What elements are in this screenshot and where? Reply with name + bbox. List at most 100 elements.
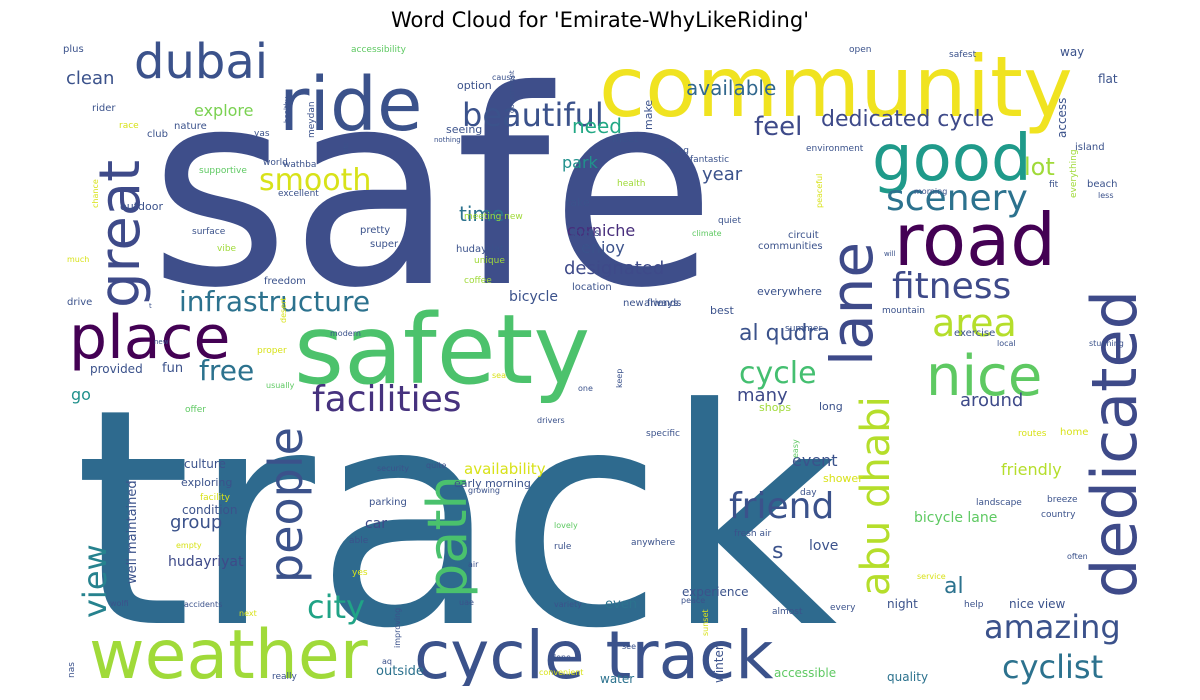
- word: go: [71, 385, 91, 404]
- word: world: [263, 158, 288, 168]
- word: always: [644, 298, 678, 309]
- word: circuit: [788, 230, 819, 241]
- word: cycle: [739, 356, 817, 391]
- word: available: [686, 76, 776, 100]
- word: long: [819, 400, 843, 413]
- word: specific: [646, 429, 680, 439]
- word: often: [1067, 552, 1088, 561]
- word: smooth: [259, 163, 371, 198]
- word: nice: [926, 344, 1042, 409]
- word: ride: [279, 62, 422, 148]
- word: everything: [1069, 149, 1079, 198]
- word: hudayriyat: [168, 554, 244, 570]
- word: city: [307, 588, 365, 626]
- word: routes: [1018, 429, 1047, 439]
- word: new friends: [623, 298, 681, 309]
- word: place: [69, 303, 230, 373]
- word: local: [997, 339, 1016, 348]
- word: love: [809, 538, 838, 554]
- word: need: [572, 114, 622, 138]
- word: unique: [474, 256, 505, 266]
- word: culture: [184, 457, 226, 471]
- word: empty: [176, 541, 202, 550]
- word: along: [664, 146, 689, 156]
- word: day: [800, 488, 817, 498]
- word: home: [1060, 427, 1088, 438]
- word: accessible: [774, 666, 836, 680]
- word: year: [702, 164, 743, 185]
- word: amazing: [984, 608, 1121, 646]
- word: breeze: [1047, 495, 1078, 505]
- word: healthy: [283, 97, 291, 123]
- word: usually: [266, 381, 295, 390]
- word: track: [74, 345, 837, 686]
- word: drive: [67, 297, 92, 308]
- word: road: [894, 198, 1056, 282]
- word: time: [459, 202, 504, 226]
- word: open: [849, 45, 871, 55]
- word: flat: [1098, 72, 1118, 86]
- word: keep: [615, 369, 624, 388]
- word: fresh air: [734, 529, 771, 539]
- word: everywhere: [757, 285, 822, 298]
- word: meet: [612, 134, 638, 145]
- word: convenient: [539, 668, 583, 677]
- word: peace: [681, 596, 705, 605]
- word: environment: [806, 144, 864, 154]
- word: race: [119, 121, 139, 131]
- word: shops: [759, 401, 791, 414]
- word: group: [170, 512, 222, 533]
- word: exercise: [954, 328, 995, 339]
- word: experience: [682, 585, 749, 599]
- word: people: [259, 427, 313, 583]
- chart-title: Word Cloud for 'Emirate-WhyLikeRiding': [391, 8, 809, 32]
- word: vibe: [217, 244, 237, 254]
- word: able: [349, 536, 369, 546]
- word: beach: [1087, 179, 1117, 190]
- word: health: [617, 179, 646, 189]
- word: quality: [887, 670, 928, 684]
- word: security: [377, 464, 409, 473]
- word: weather: [89, 616, 368, 686]
- word: corniche: [567, 221, 635, 240]
- word: modern: [330, 329, 361, 338]
- word: nice view: [1009, 597, 1066, 611]
- word: al qudra: [739, 321, 830, 346]
- word: meeting new: [464, 212, 523, 222]
- word: growing: [468, 486, 500, 495]
- word: mountain: [882, 306, 925, 316]
- word: bicycle: [509, 289, 558, 305]
- word: lovely: [554, 521, 578, 530]
- word: one: [578, 384, 593, 393]
- word: plus: [63, 44, 84, 55]
- word-cloud: safe track safety community ride road go…: [63, 38, 1146, 686]
- word: chance: [91, 179, 100, 208]
- word: view: [76, 544, 114, 618]
- word: wathba: [283, 160, 316, 170]
- word: etc: [342, 142, 350, 153]
- word: even: [605, 597, 637, 612]
- word: clean: [66, 68, 114, 89]
- word: cause: [492, 73, 516, 82]
- word: lane: [818, 242, 886, 366]
- word: fantastic: [690, 155, 729, 165]
- word: dedicated: [1078, 290, 1146, 598]
- word: designated: [564, 258, 664, 279]
- word: best: [710, 304, 734, 317]
- word: safest: [949, 50, 977, 60]
- word: parking: [369, 497, 407, 508]
- word: every: [830, 603, 856, 613]
- word: climate: [692, 229, 722, 238]
- word: almost: [772, 607, 803, 617]
- word: facilities: [312, 379, 462, 420]
- word: peaceful: [815, 174, 824, 208]
- word: super: [370, 239, 399, 250]
- word: good: [872, 122, 1032, 196]
- word: bicycle lane: [914, 510, 997, 526]
- word: freedom: [264, 276, 306, 287]
- word: free: [199, 354, 254, 387]
- word: landscape: [976, 498, 1022, 508]
- word: island: [1075, 142, 1105, 153]
- word: access: [1055, 98, 1069, 138]
- word: explore: [194, 101, 254, 120]
